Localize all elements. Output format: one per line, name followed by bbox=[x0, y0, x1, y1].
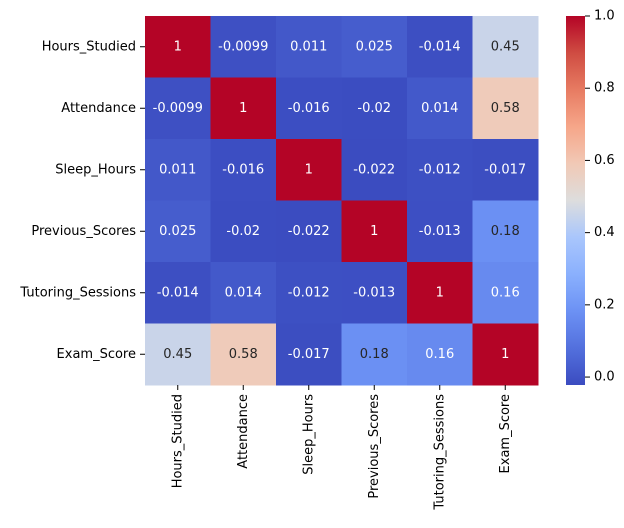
colorbar-tick-label: 0.4 bbox=[594, 225, 615, 240]
heatmap-cell bbox=[341, 262, 408, 324]
heatmap-cell-label: 0.16 bbox=[425, 347, 454, 362]
heatmap-cell-label: -0.014 bbox=[157, 285, 199, 300]
heatmap-cell-label: -0.016 bbox=[288, 101, 330, 116]
colorbar-tick-label: 1.0 bbox=[594, 9, 615, 24]
heatmap-cell bbox=[341, 77, 408, 140]
heatmap-cell bbox=[407, 139, 473, 201]
heatmap-cell bbox=[276, 139, 342, 201]
heatmap-cell bbox=[145, 77, 211, 140]
heatmap-cell bbox=[472, 77, 539, 140]
column-tick-label: Hours_Studied bbox=[170, 394, 185, 488]
heatmap-cell-label: -0.017 bbox=[484, 162, 526, 177]
heatmap-cell bbox=[210, 139, 277, 201]
heatmap-cell-label: 0.025 bbox=[356, 39, 393, 54]
heatmap-cell bbox=[407, 77, 473, 140]
heatmap-cell bbox=[210, 262, 277, 324]
colorbar: 0.0 0.2 0.4 0.6 0.8 1.0 bbox=[566, 9, 615, 385]
heatmap-cell bbox=[145, 262, 211, 324]
heatmap-cell bbox=[210, 16, 277, 78]
heatmap-cell-label: 0.16 bbox=[491, 285, 520, 300]
heatmap-cell-label: -0.017 bbox=[288, 347, 330, 362]
heatmap-cell bbox=[210, 77, 277, 140]
heatmap-cell-label: 0.58 bbox=[229, 347, 258, 362]
heatmap-cell bbox=[145, 200, 211, 263]
heatmap-cell bbox=[472, 323, 539, 386]
heatmap-cell-label: -0.013 bbox=[353, 285, 395, 300]
colorbar-tick-label: 0.2 bbox=[594, 297, 615, 312]
heatmap-cell-label: -0.0099 bbox=[153, 101, 203, 116]
heatmap-cell-label: -0.022 bbox=[353, 162, 395, 177]
heatmap-cell bbox=[472, 16, 539, 78]
heatmap-cell bbox=[276, 77, 342, 140]
column-tick-label: Exam_Score bbox=[498, 394, 513, 473]
heatmap-cell-label: -0.0099 bbox=[218, 39, 268, 54]
heatmap-cell-label: -0.014 bbox=[419, 39, 461, 54]
heatmap-cell bbox=[407, 262, 473, 324]
heatmap-cell bbox=[276, 16, 342, 78]
row-tick-label: Attendance bbox=[61, 101, 136, 116]
heatmap-cell bbox=[210, 323, 277, 386]
heatmap-cell bbox=[472, 262, 539, 324]
heatmap-cell-labels: 1 -0.0099 0.011 0.025 -0.014 0.45 -0.0099 1 -0.0… bbox=[153, 39, 527, 362]
colorbar-tick-label: 0.8 bbox=[594, 81, 615, 96]
heatmap-cell-label: -0.013 bbox=[419, 224, 461, 239]
heatmap-cell bbox=[145, 16, 211, 78]
heatmap-cells bbox=[145, 16, 539, 386]
row-tick-label: Previous_Scores bbox=[31, 224, 136, 239]
heatmap-cell-label: 0.011 bbox=[290, 39, 327, 54]
colorbar-tick-label: 0.6 bbox=[594, 153, 615, 168]
row-tick-label: Hours_Studied bbox=[42, 39, 136, 54]
row-tick-label: Sleep_Hours bbox=[55, 162, 136, 177]
heatmap-cell bbox=[472, 139, 539, 201]
heatmap-cell-label: -0.022 bbox=[288, 224, 330, 239]
heatmap-cell-label: -0.016 bbox=[222, 162, 264, 177]
row-tick-label: Exam_Score bbox=[57, 347, 136, 362]
heatmap-cell-label: 0.011 bbox=[159, 162, 196, 177]
heatmap-cell-label: 1 bbox=[239, 101, 247, 116]
heatmap-cell bbox=[276, 200, 342, 263]
heatmap-cell bbox=[341, 323, 408, 386]
heatmap-cell-label: 0.45 bbox=[163, 347, 192, 362]
heatmap-cell bbox=[407, 200, 473, 263]
heatmap-cell bbox=[341, 139, 408, 201]
heatmap-cell bbox=[276, 262, 342, 324]
heatmap-cell bbox=[407, 16, 473, 78]
heatmap-cell bbox=[276, 323, 342, 386]
heatmap-cell bbox=[145, 323, 211, 386]
heatmap-cell-label: 1 bbox=[174, 39, 182, 54]
heatmap-cell-label: 0.014 bbox=[421, 101, 458, 116]
heatmap-cell-label: 1 bbox=[305, 162, 313, 177]
heatmap-cell bbox=[341, 200, 408, 263]
heatmap-cell-label: 0.025 bbox=[159, 224, 196, 239]
heatmap-cell-label: 1 bbox=[501, 347, 509, 362]
column-tick-label: Tutoring_Sessions bbox=[432, 394, 447, 511]
heatmap-cell bbox=[407, 323, 473, 386]
heatmap-cell-label: 0.18 bbox=[491, 224, 520, 239]
column-tick-label: Sleep_Hours bbox=[301, 394, 316, 475]
row-axis: Hours_Studied Attendance Sleep_Hours Previo… bbox=[19, 39, 145, 362]
heatmap-cell-label: -0.02 bbox=[226, 224, 260, 239]
heatmap-cell-label: 0.45 bbox=[491, 39, 520, 54]
heatmap-cell-label: 0.18 bbox=[360, 347, 389, 362]
heatmap-cell bbox=[145, 139, 211, 201]
column-tick-label: Attendance bbox=[236, 394, 251, 469]
heatmap-cell-label: -0.02 bbox=[357, 101, 391, 116]
colorbar-gradient bbox=[566, 16, 585, 385]
heatmap-cell-label: 0.014 bbox=[225, 285, 262, 300]
heatmap-cell-label: -0.012 bbox=[419, 162, 461, 177]
heatmap-cell-label: 1 bbox=[436, 285, 444, 300]
colorbar-tick-label: 0.0 bbox=[594, 370, 615, 385]
column-axis: Hours_Studied Attendance Sleep_Hours Previo… bbox=[170, 385, 513, 511]
heatmap-cell bbox=[210, 200, 277, 263]
heatmap-cell bbox=[341, 16, 408, 78]
heatmap-cell-label: 0.58 bbox=[491, 101, 520, 116]
heatmap-cell-label: -0.012 bbox=[288, 285, 330, 300]
heatmap-cell bbox=[472, 200, 539, 263]
column-tick-label: Previous_Scores bbox=[367, 394, 382, 499]
row-tick-label: Tutoring_Sessions bbox=[19, 285, 136, 300]
heatmap-cell-label: 1 bbox=[370, 224, 378, 239]
